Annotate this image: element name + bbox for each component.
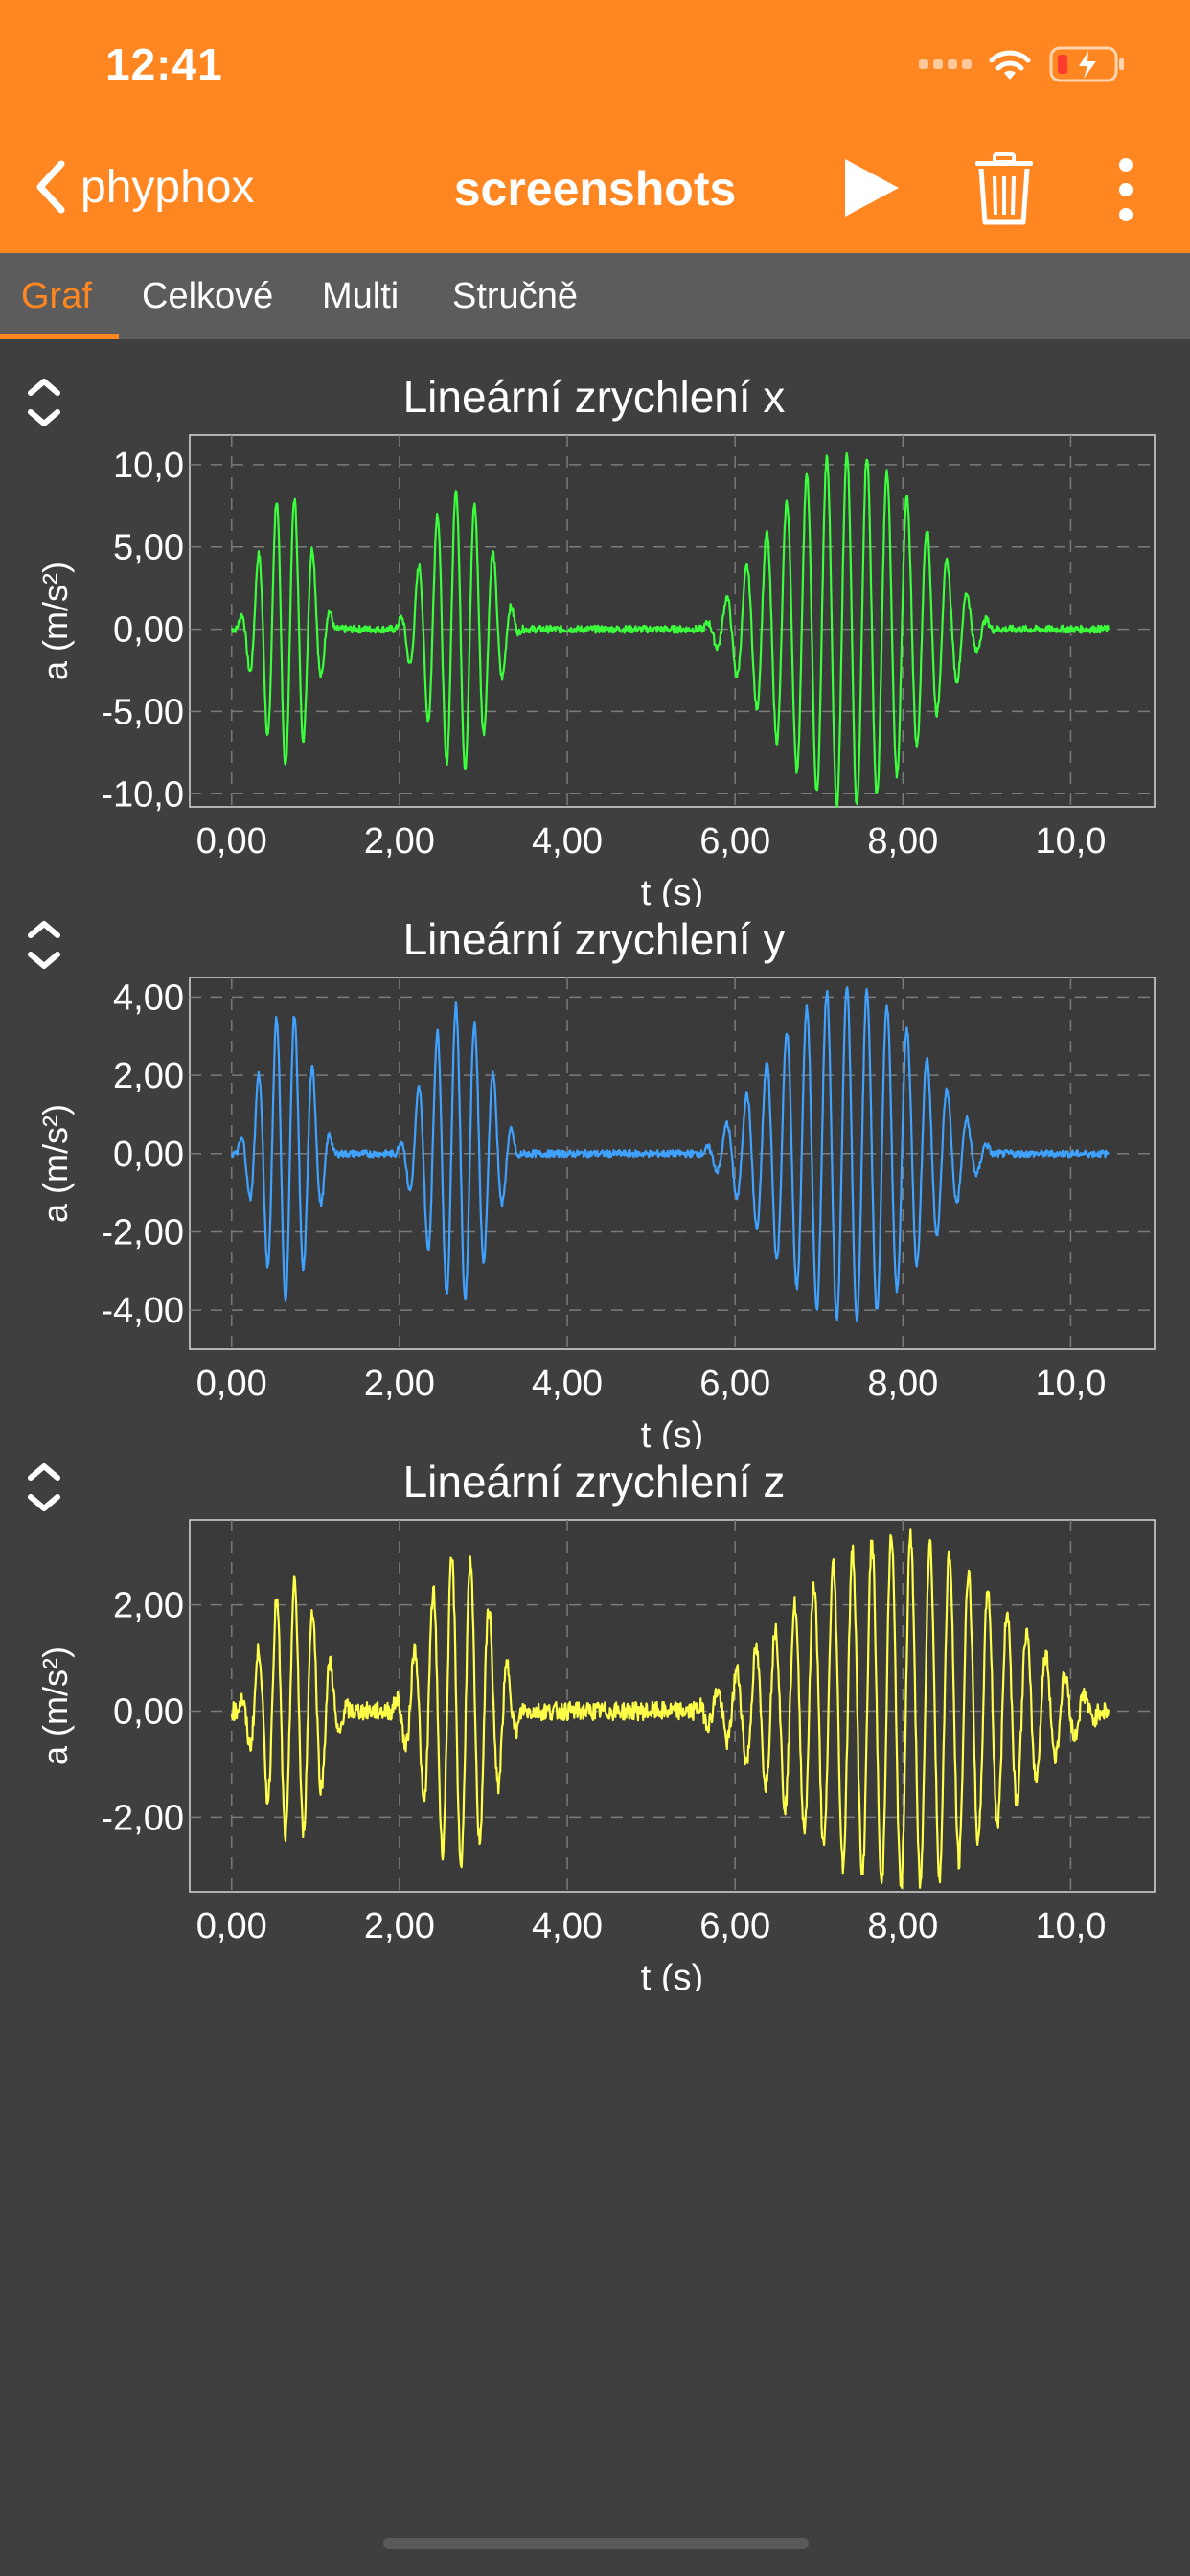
y-tick-label: -2,00: [101, 1798, 184, 1838]
y-axis-label: a (m/s²): [35, 1104, 75, 1223]
back-button-label: phyphox: [80, 161, 255, 213]
x-tick-label: 8,00: [867, 821, 938, 862]
tab-multi[interactable]: Multi: [322, 276, 400, 316]
chart-title: Lineární zrychlení x: [403, 372, 786, 422]
y-tick-label: -4,00: [101, 1291, 184, 1331]
y-tick-label: 0,00: [113, 610, 184, 651]
x-tick-label: 8,00: [867, 1906, 938, 1946]
y-axis-label: a (m/s²): [35, 1646, 75, 1765]
x-tick-label: 2,00: [364, 821, 435, 862]
x-axis-label: t (s): [641, 1415, 703, 1449]
x-tick-label: 4,00: [532, 821, 603, 862]
chart-z: Lineární zrychlení z 0,00 2,00 4,00 6,00 8,00…: [35, 1457, 1156, 1991]
expand-collapse-icon[interactable]: [21, 1449, 67, 1526]
more-vertical-icon[interactable]: [1111, 151, 1140, 228]
x-tick-label: 4,00: [532, 1906, 603, 1946]
y-tick-label: -2,00: [101, 1212, 184, 1253]
y-tick-label: 10,0: [113, 446, 184, 486]
plot-area: [189, 977, 1156, 1350]
x-axis-label: t (s): [641, 1958, 703, 1991]
y-tick-label: 2,00: [113, 1586, 184, 1626]
chart-x: Lineární zrychlení x 0,00 2,00 4,00 6,00 8,00…: [35, 372, 1156, 907]
graph-panel-z[interactable]: Lineární zrychlení z 0,00 2,00 4,00 6,00 8,00…: [0, 1449, 1190, 1991]
signal-dots-icon: [919, 59, 972, 69]
trash-icon[interactable]: [973, 151, 1035, 228]
battery-charging-icon: [1049, 46, 1124, 82]
x-tick-label: 6,00: [699, 1906, 770, 1946]
home-indicator: [383, 2538, 809, 2549]
active-tab-indicator: [0, 334, 119, 339]
x-tick-label: 10,0: [1035, 1364, 1106, 1404]
y-tick-label: 4,00: [113, 978, 184, 1018]
tab-celkove[interactable]: Celkové: [142, 276, 274, 316]
x-tick-label: 0,00: [196, 821, 267, 862]
page-title: screenshots: [453, 162, 737, 216]
x-tick-label: 6,00: [699, 1364, 770, 1404]
x-tick-label: 10,0: [1035, 821, 1106, 862]
chart-title: Lineární zrychlení y: [403, 914, 786, 964]
y-tick-label: -10,0: [101, 774, 184, 815]
expand-collapse-icon[interactable]: [21, 364, 67, 441]
expand-collapse-icon[interactable]: [21, 907, 67, 983]
play-icon[interactable]: [839, 151, 906, 224]
status-icons: [919, 40, 1129, 88]
chart-title: Lineární zrychlení z: [403, 1457, 786, 1506]
x-tick-label: 10,0: [1035, 1906, 1106, 1946]
series-line: [230, 986, 1110, 1323]
graph-panel-x[interactable]: Lineární zrychlení x 0,00 2,00 4,00 6,00 8,00…: [0, 364, 1190, 907]
y-tick-label: 2,00: [113, 1056, 184, 1096]
tab-graf[interactable]: Graf: [21, 276, 92, 316]
plot-area: [189, 434, 1156, 808]
wifi-icon: [989, 50, 1031, 80]
x-tick-label: 0,00: [196, 1906, 267, 1946]
tab-strucne[interactable]: Stručně: [452, 276, 578, 316]
x-tick-label: 0,00: [196, 1364, 267, 1404]
x-tick-label: 6,00: [699, 821, 770, 862]
back-button[interactable]: phyphox: [33, 153, 254, 220]
x-axis-label: t (s): [641, 873, 703, 907]
y-tick-label: -5,00: [101, 692, 184, 732]
chart-y: Lineární zrychlení y 0,00 2,00 4,00 6,00 8,00…: [35, 914, 1156, 1449]
x-tick-label: 2,00: [364, 1906, 435, 1946]
y-tick-label: 5,00: [113, 528, 184, 568]
y-tick-label: 0,00: [113, 1135, 184, 1175]
series-line: [231, 451, 1110, 808]
y-tick-label: 0,00: [113, 1692, 184, 1733]
x-tick-label: 8,00: [867, 1364, 938, 1404]
graph-panel-y[interactable]: Lineární zrychlení y 0,00 2,00 4,00 6,00 8,00…: [0, 907, 1190, 1449]
status-time: 12:41: [105, 39, 223, 89]
app-header: 12:41 phyphox screenshots: [0, 0, 1190, 253]
series-line: [230, 1528, 1110, 1889]
y-axis-label: a (m/s²): [35, 562, 75, 680]
x-tick-label: 2,00: [364, 1364, 435, 1404]
x-tick-label: 4,00: [532, 1364, 603, 1404]
chevron-left-icon: [36, 160, 65, 214]
tab-bar: Graf Celkové Multi Stručně: [0, 253, 1190, 339]
